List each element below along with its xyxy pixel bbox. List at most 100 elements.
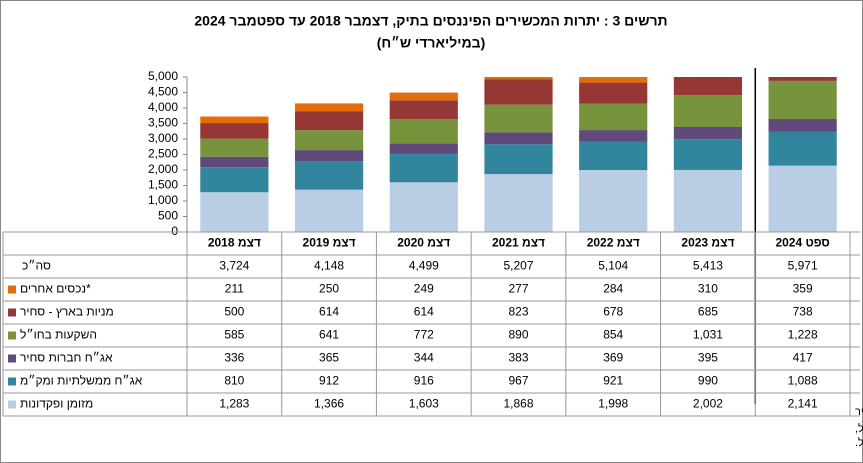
bar-segment: [673, 127, 743, 140]
bar-segment: [673, 77, 743, 96]
x-tick-label: ספט 2024: [775, 236, 829, 250]
bar-segment: [579, 170, 648, 232]
value-label: 772: [414, 328, 434, 342]
total-label: 5,207: [503, 259, 533, 273]
x-tick-label: דצמ 2020: [397, 236, 450, 250]
bar-segment: [768, 80, 837, 119]
bar-segment: [768, 165, 837, 232]
x-tick-label: דצמ 2019: [303, 236, 356, 250]
x-tick-label: דצמ 2018: [208, 236, 261, 250]
value-label: 738: [793, 305, 813, 319]
value-label: 1,998: [598, 397, 628, 411]
value-label: 500: [224, 305, 244, 319]
value-label: 912: [319, 374, 339, 388]
value-label: 2,002: [693, 397, 723, 411]
value-label: 641: [319, 328, 339, 342]
row-label: סה״כ: [22, 259, 51, 273]
bar-segment: [484, 104, 553, 133]
bar-segment: [389, 100, 458, 120]
value-label: 277: [508, 282, 528, 296]
bars: [200, 77, 837, 232]
value-label: 823: [508, 305, 528, 319]
value-label: 614: [414, 305, 434, 319]
value-label: 1,868: [503, 397, 533, 411]
x-tick-label: דצמ 2021: [492, 236, 545, 250]
x-tick-label: דצמ 2023: [681, 236, 734, 250]
legend-label: השקעות בחו״ל: [20, 328, 97, 342]
bar-segment: [579, 82, 648, 104]
bar-segment: [294, 189, 364, 232]
bar-segment: [484, 132, 553, 145]
value-label: 284: [603, 282, 623, 296]
bar-segment: [579, 103, 648, 131]
value-label: 369: [603, 351, 623, 365]
legend-swatch: [8, 285, 16, 294]
bar-segment: [294, 111, 364, 131]
bar-segment: [294, 130, 364, 151]
bar-segment: [579, 130, 648, 142]
chart-subtitle: (במיליארדי ש״ח): [377, 35, 486, 51]
value-label: 395: [698, 351, 718, 365]
value-label: 249: [414, 282, 434, 296]
value-label: 810: [224, 374, 244, 388]
value-label: 1,031: [693, 328, 723, 342]
value-label: 336: [224, 351, 244, 365]
bar-segment: [768, 131, 837, 166]
legend-swatch: [8, 400, 16, 409]
bar-segment: [484, 79, 553, 105]
bar-segment: [768, 77, 837, 81]
value-label: 344: [414, 351, 434, 365]
bar-segment: [673, 139, 743, 170]
y-tick-label: 1,000: [148, 193, 178, 207]
total-label: 5,104: [598, 259, 628, 273]
legend-swatch: [8, 331, 16, 340]
value-label: 417: [793, 351, 813, 365]
bar-segment: [673, 95, 743, 128]
total-label: 5,971: [788, 259, 818, 273]
legend-label: מניות בארץ - סחיר: [20, 305, 114, 319]
legend-label: מזומן ופקדונות: [20, 397, 93, 411]
value-label: 685: [698, 305, 718, 319]
bar-segment: [484, 77, 553, 80]
value-label: 365: [319, 351, 339, 365]
bar-segment: [579, 141, 648, 171]
total-label: 3,724: [219, 259, 249, 273]
value-label: 1,088: [788, 374, 818, 388]
y-tick-label: 500: [158, 209, 178, 223]
bar-segment: [200, 192, 269, 232]
chart-title: תרשים 3 : יתרות המכשירים הפיננסים בתיק, …: [194, 13, 667, 29]
value-label: 250: [319, 282, 339, 296]
value-label: 967: [508, 374, 528, 388]
total-label: 4,499: [409, 259, 439, 273]
value-label: 1,603: [409, 397, 439, 411]
bar-segment: [294, 103, 364, 112]
bar-segment: [484, 144, 553, 175]
bar-segment: [200, 167, 269, 193]
legend-swatch: [8, 377, 16, 386]
bar-segment: [768, 118, 837, 132]
bar-segment: [200, 123, 269, 139]
value-label: 211: [225, 282, 244, 296]
bar-segment: [389, 92, 458, 101]
bar-segment: [294, 161, 364, 190]
footnote: *כולל אג״ח חברות לא סחיר: [855, 405, 863, 418]
value-label: 921: [603, 374, 623, 388]
y-tick-label: 3,000: [148, 131, 178, 145]
legend-swatch: [8, 308, 16, 317]
x-tick-label: דצמ 2022: [587, 236, 640, 250]
bar-segment: [200, 156, 269, 168]
value-label: 990: [698, 374, 718, 388]
value-label: 916: [414, 374, 434, 388]
value-label: 614: [319, 305, 339, 319]
y-tick-label: 2,000: [148, 162, 178, 176]
value-label: 383: [508, 351, 528, 365]
value-label: 585: [224, 328, 244, 342]
y-tick-label: 3,500: [148, 116, 178, 130]
value-label: 678: [603, 305, 623, 319]
value-label: 890: [508, 328, 528, 342]
bar-segment: [389, 182, 458, 232]
value-label: 854: [603, 328, 623, 342]
bar-segment: [579, 77, 648, 83]
total-label: 5,413: [693, 259, 723, 273]
